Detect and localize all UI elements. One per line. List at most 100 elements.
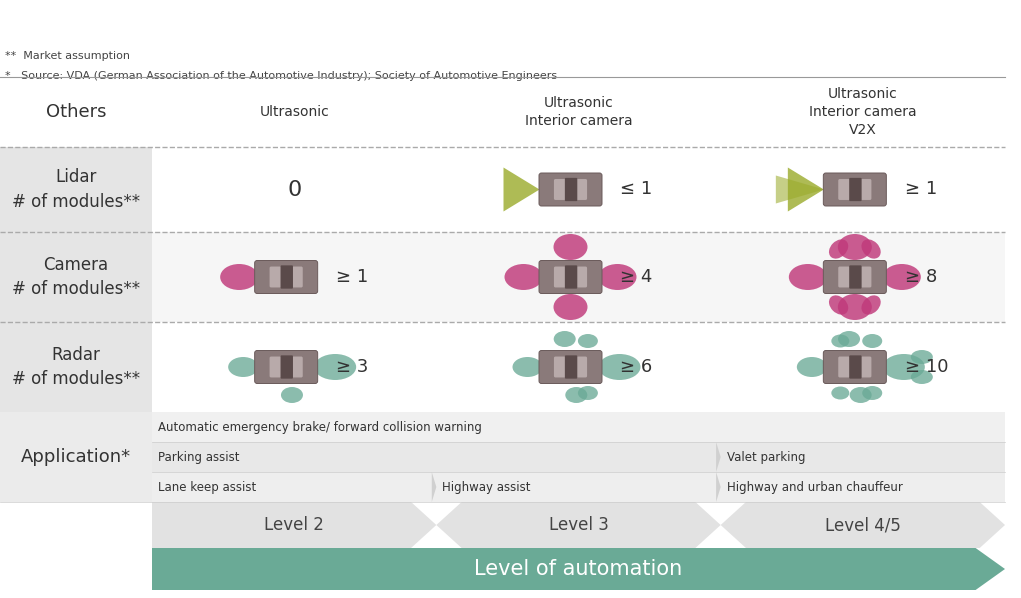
FancyBboxPatch shape: [859, 267, 871, 288]
Polygon shape: [788, 167, 824, 212]
Polygon shape: [152, 502, 436, 548]
Text: Parking assist: Parking assist: [158, 450, 240, 463]
Ellipse shape: [829, 295, 848, 315]
Ellipse shape: [553, 294, 587, 320]
Ellipse shape: [911, 370, 933, 384]
Ellipse shape: [796, 357, 827, 377]
FancyBboxPatch shape: [270, 356, 282, 377]
Polygon shape: [432, 472, 436, 502]
Ellipse shape: [513, 357, 542, 377]
Text: Application*: Application*: [21, 448, 131, 466]
Ellipse shape: [883, 264, 921, 290]
Text: ≥ 3: ≥ 3: [336, 358, 369, 376]
FancyBboxPatch shape: [849, 178, 862, 201]
Ellipse shape: [831, 334, 849, 347]
FancyBboxPatch shape: [575, 356, 587, 377]
Text: Radar
# of modules**: Radar # of modules**: [12, 346, 140, 389]
Ellipse shape: [862, 334, 882, 348]
Text: Camera
# of modules**: Camera # of modules**: [12, 255, 140, 298]
FancyBboxPatch shape: [539, 350, 602, 383]
Text: 0: 0: [287, 179, 301, 200]
Text: Level 3: Level 3: [548, 516, 609, 534]
Ellipse shape: [829, 239, 848, 258]
FancyBboxPatch shape: [152, 147, 1005, 232]
Ellipse shape: [598, 264, 636, 290]
Text: Ultrasonic
Interior camera: Ultrasonic Interior camera: [525, 96, 632, 128]
FancyBboxPatch shape: [281, 266, 293, 289]
Ellipse shape: [553, 234, 587, 260]
FancyBboxPatch shape: [152, 77, 1005, 147]
FancyBboxPatch shape: [565, 355, 577, 379]
Polygon shape: [436, 502, 721, 548]
Ellipse shape: [911, 350, 933, 364]
FancyBboxPatch shape: [152, 442, 721, 472]
Text: Highway assist: Highway assist: [442, 481, 531, 493]
Text: ≥ 1: ≥ 1: [905, 181, 937, 199]
Polygon shape: [503, 167, 539, 212]
FancyBboxPatch shape: [849, 355, 862, 379]
FancyBboxPatch shape: [838, 356, 850, 377]
Text: Level 2: Level 2: [264, 516, 324, 534]
Text: *   Source: VDA (German Association of the Automotive Industry); Society of Auto: * Source: VDA (German Association of the…: [5, 71, 557, 81]
FancyBboxPatch shape: [0, 322, 152, 412]
FancyBboxPatch shape: [565, 266, 577, 289]
FancyBboxPatch shape: [565, 178, 577, 201]
Ellipse shape: [883, 354, 925, 380]
FancyBboxPatch shape: [0, 147, 152, 232]
FancyBboxPatch shape: [0, 412, 152, 502]
FancyBboxPatch shape: [838, 179, 850, 200]
FancyBboxPatch shape: [539, 173, 602, 206]
Ellipse shape: [838, 294, 872, 320]
Text: ≥ 10: ≥ 10: [905, 358, 949, 376]
FancyBboxPatch shape: [436, 472, 721, 502]
FancyBboxPatch shape: [575, 179, 587, 200]
Text: ≥ 8: ≥ 8: [905, 268, 937, 286]
FancyBboxPatch shape: [838, 267, 850, 288]
Text: **  Market assumption: ** Market assumption: [5, 51, 130, 61]
FancyBboxPatch shape: [859, 179, 871, 200]
Ellipse shape: [504, 264, 542, 290]
FancyBboxPatch shape: [823, 350, 886, 383]
Text: ≥ 6: ≥ 6: [621, 358, 652, 376]
Text: Lane keep assist: Lane keep assist: [158, 481, 256, 493]
Ellipse shape: [862, 295, 881, 315]
Text: Automatic emergency brake/ forward collision warning: Automatic emergency brake/ forward colli…: [158, 420, 482, 434]
FancyBboxPatch shape: [721, 472, 1005, 502]
Ellipse shape: [566, 387, 587, 403]
Polygon shape: [152, 548, 1005, 590]
FancyBboxPatch shape: [254, 261, 318, 294]
Text: ≥ 4: ≥ 4: [621, 268, 652, 286]
FancyBboxPatch shape: [554, 267, 567, 288]
Polygon shape: [716, 472, 721, 502]
FancyBboxPatch shape: [152, 412, 1005, 442]
Text: Ultrasonic: Ultrasonic: [259, 105, 329, 119]
Ellipse shape: [314, 354, 356, 380]
Text: ≤ 1: ≤ 1: [621, 181, 652, 199]
FancyBboxPatch shape: [539, 261, 602, 294]
Text: Ultrasonic
Interior camera
V2X: Ultrasonic Interior camera V2X: [809, 87, 917, 138]
FancyBboxPatch shape: [0, 232, 152, 322]
Ellipse shape: [831, 386, 849, 399]
FancyBboxPatch shape: [554, 179, 567, 200]
Ellipse shape: [598, 354, 640, 380]
Polygon shape: [776, 175, 824, 203]
FancyBboxPatch shape: [290, 267, 303, 288]
Ellipse shape: [578, 334, 598, 348]
FancyBboxPatch shape: [721, 442, 1005, 472]
FancyBboxPatch shape: [152, 322, 1005, 412]
Text: Others: Others: [46, 103, 106, 121]
Text: Highway and urban chauffeur: Highway and urban chauffeur: [727, 481, 903, 493]
FancyBboxPatch shape: [152, 232, 1005, 322]
Ellipse shape: [553, 331, 576, 347]
Ellipse shape: [849, 387, 872, 403]
Text: Level 4/5: Level 4/5: [825, 516, 901, 534]
FancyBboxPatch shape: [823, 173, 886, 206]
Ellipse shape: [862, 239, 881, 258]
FancyBboxPatch shape: [575, 267, 587, 288]
Ellipse shape: [281, 387, 303, 403]
FancyBboxPatch shape: [859, 356, 871, 377]
FancyBboxPatch shape: [281, 355, 293, 379]
Text: ≥ 1: ≥ 1: [336, 268, 369, 286]
Text: Lidar
# of modules**: Lidar # of modules**: [12, 168, 140, 211]
FancyBboxPatch shape: [290, 356, 303, 377]
